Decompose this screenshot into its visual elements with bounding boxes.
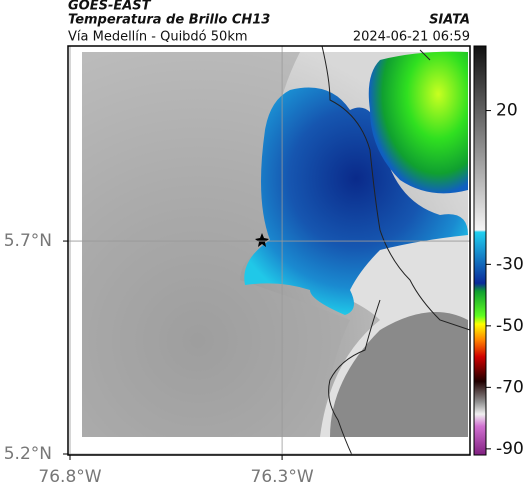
colorbar-tick-label: -90 [496, 439, 524, 459]
colorbar-tick-label: -50 [496, 316, 524, 336]
x-tick-label: 76.3°W [251, 467, 314, 487]
x-tick-label: 76.8°W [38, 467, 101, 487]
location-marker [255, 233, 269, 247]
boundaries [321, 45, 471, 456]
colorbar-tick-label: -70 [496, 377, 524, 397]
product: Temperatura de Brillo CH13 [68, 13, 270, 28]
map-frame [67, 45, 471, 456]
colorbar [473, 45, 487, 456]
colorbar-tick-label: 20 [496, 101, 518, 121]
satellite-image [82, 51, 468, 437]
agency: SIATA [429, 13, 470, 28]
route: Vía Medellín - Quibdó 50km [68, 30, 248, 45]
y-tick-label: 5.2°N [4, 444, 52, 464]
y-tick-label: 5.7°N [4, 231, 52, 251]
datetime: 2024-06-21 06:59 [353, 30, 470, 45]
source: GOES-EAST [68, 0, 152, 14]
colorbar-tick-label: -30 [496, 254, 524, 274]
